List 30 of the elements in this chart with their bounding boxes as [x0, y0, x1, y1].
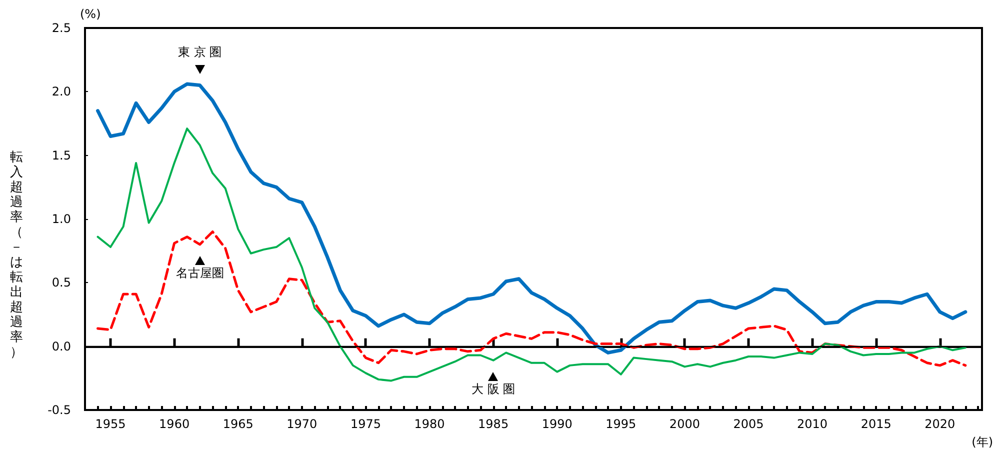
x-axis-title: (年)	[972, 435, 994, 449]
x-tick-label: 1970	[286, 417, 318, 431]
y-tick-label: -0.5	[48, 403, 71, 417]
x-tick-label: 1960	[159, 417, 190, 431]
text: 大 阪 圏	[470, 382, 516, 396]
x-tick-label: 1955	[95, 417, 126, 431]
y-tick-label: 1.0	[52, 212, 71, 226]
y-tick-label: 2.5	[52, 21, 71, 35]
y-tick-label: 2.0	[52, 84, 71, 99]
x-tick-label: 2010	[797, 417, 828, 431]
text: 転入超過率（－は転出超過率）	[10, 150, 23, 360]
x-tick-label: 2000	[669, 417, 700, 431]
x-tick-label: 2005	[733, 417, 764, 431]
x-tick-label: 1975	[350, 417, 381, 431]
text: 東 京 圏	[177, 45, 223, 60]
y-tick-label: 0.5	[52, 276, 71, 290]
x-tick-label: 2015	[860, 417, 892, 431]
x-tick-label: 1965	[222, 417, 254, 431]
x-tick-label: 1990	[542, 417, 572, 431]
line-series	[96, 128, 966, 382]
x-tick-label: 1980	[414, 417, 445, 431]
series-label: 名古屋圏	[174, 266, 225, 280]
y-tick-label: 0.0	[52, 339, 71, 354]
line-series	[96, 230, 967, 367]
y-tick-label: 1.5	[52, 148, 71, 162]
text: (%)	[80, 7, 101, 21]
x-tick-label: 1995	[606, 417, 636, 431]
x-tick-label: 2020	[924, 417, 956, 431]
line-series	[96, 82, 968, 354]
x-tick-label: 1985	[478, 417, 509, 431]
